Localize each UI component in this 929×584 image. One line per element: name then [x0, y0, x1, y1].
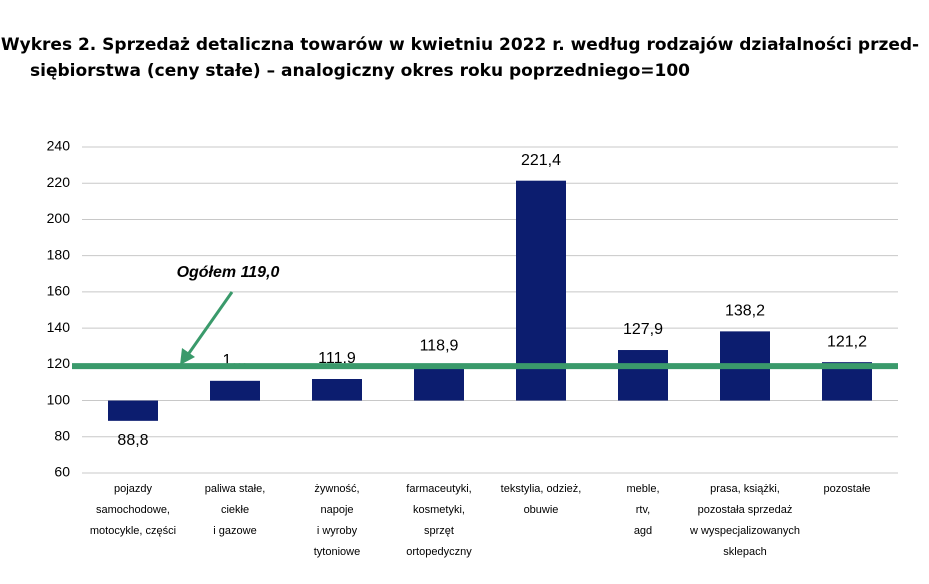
y-tick-label: 220: [47, 174, 71, 190]
x-tick-label: w wyspecjalizowanych: [689, 525, 800, 537]
value-label: 127,9: [623, 321, 663, 338]
bar: [210, 380, 260, 401]
y-tick-label: 160: [47, 283, 71, 299]
chart-title: Wykres 2. Sprzedaż detaliczna towarów w …: [1, 35, 919, 55]
x-tick-label: motocykle, części: [90, 525, 176, 537]
x-tick-label: pojazdy: [114, 483, 152, 495]
reference-label: Ogółem 119,0: [177, 264, 280, 281]
bar: [108, 400, 158, 421]
x-tick-label: tytoniowe: [314, 546, 360, 558]
bar: [618, 350, 668, 401]
x-tick-label: pozostała sprzedaż: [698, 504, 793, 516]
x-tick-label: pozostałe: [823, 483, 870, 495]
x-tick-label: ortopedyczny: [406, 546, 472, 558]
value-label: 118,9: [420, 338, 459, 355]
x-tick-label: obuwie: [524, 504, 559, 516]
x-tick-label: tekstylia, odzież,: [501, 483, 582, 495]
x-tick-label: paliwa stałe,: [205, 483, 266, 495]
x-tick-label: i wyroby: [317, 525, 358, 537]
x-tick-label: sklepach: [723, 546, 766, 558]
value-label: 121,2: [827, 333, 867, 350]
x-tick-label: kosmetyki,: [413, 504, 465, 516]
value-label: 138,2: [725, 303, 765, 320]
x-tick-label: sprzęt: [424, 525, 454, 537]
arrow: [185, 291, 234, 357]
x-tick-label: żywność,: [314, 483, 359, 495]
x-tick-label: prasa, książki,: [710, 483, 780, 495]
x-tick-label: meble,: [626, 483, 659, 495]
y-tick-label: 60: [54, 464, 70, 480]
x-tick-label: rtv,: [636, 504, 650, 516]
y-tick-label: 140: [47, 319, 71, 335]
arrow-head: [180, 348, 195, 365]
x-tick-label: ciekłe: [221, 504, 249, 516]
y-tick-label: 180: [47, 246, 71, 262]
x-tick-label: napoje: [320, 504, 353, 516]
bar: [414, 366, 464, 401]
x-tick-label: farmaceutyki,: [406, 483, 471, 495]
bar: [312, 379, 362, 401]
x-tick-label: i gazowe: [213, 525, 256, 537]
y-tick-label: 240: [47, 138, 71, 154]
y-tick-label: 120: [47, 355, 71, 371]
y-tick-label: 100: [47, 391, 71, 407]
x-tick-label: agd: [634, 525, 652, 537]
x-tick-label: samochodowe,: [96, 504, 170, 516]
value-label: 221,4: [521, 152, 561, 169]
chart-title: siębiorstwa (ceny stałe) – analogiczny o…: [30, 61, 690, 81]
value-label: 111,9: [318, 350, 356, 367]
y-tick-label: 80: [54, 427, 70, 443]
value-label: 88,8: [117, 432, 148, 449]
y-tick-label: 200: [47, 210, 71, 226]
